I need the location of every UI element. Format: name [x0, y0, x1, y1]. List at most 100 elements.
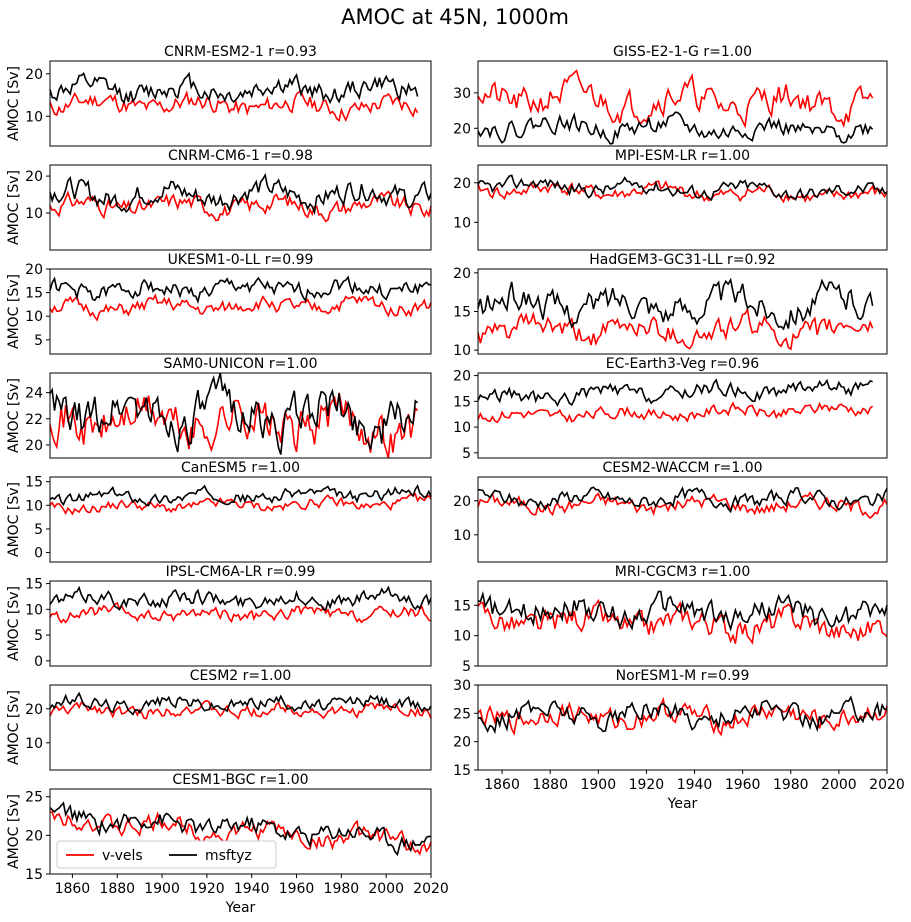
y-tick-label: 20	[25, 828, 43, 844]
axes-frame	[49, 372, 432, 459]
axes-frame	[49, 268, 432, 355]
y-tick-label: 5	[34, 522, 43, 538]
subplot-title: UKESM1-0-LL r=0.99	[168, 252, 314, 268]
x-tick-label: 1880	[99, 881, 135, 897]
y-tick-label: 10	[453, 629, 471, 645]
series-line-msftyz	[49, 801, 431, 857]
y-tick-label: 20	[453, 735, 471, 751]
subplot-title: CESM1-BGC r=1.00	[172, 772, 308, 788]
y-axis-label: AMOC [Sv]	[6, 170, 22, 245]
figure-title: AMOC at 45N, 1000m	[341, 5, 569, 29]
series-line-v-vels	[49, 190, 432, 223]
y-axis-label: AMOC [Sv]	[6, 66, 22, 141]
y-tick-label: 15	[25, 286, 43, 302]
y-axis-label: AMOC [Sv]	[6, 482, 22, 557]
subplot-title: IPSL-CM6A-LR r=0.99	[166, 564, 316, 580]
x-tick-label: 1900	[144, 881, 180, 897]
series-line-msftyz	[477, 277, 874, 331]
series-line-msftyz	[477, 590, 888, 632]
subplot-9: CESM2-WACCM r=1.00 10 20	[453, 460, 888, 563]
y-tick-label: 20	[453, 176, 471, 192]
series-line-msftyz	[477, 174, 888, 202]
series-line-v-vels	[49, 699, 432, 721]
x-tick-label: 1980	[773, 777, 809, 793]
y-tick-label: 10	[453, 528, 471, 544]
y-tick-label: 20	[25, 67, 43, 83]
y-tick-label: 20	[25, 169, 43, 185]
y-tick-label: 5	[462, 659, 471, 675]
subplot-title: GISS-E2-1-G r=1.00	[613, 44, 752, 60]
subplot-title: NorESM1-M r=0.99	[616, 668, 750, 684]
x-tick-label: 1940	[234, 881, 270, 897]
y-tick-label: 20	[25, 262, 43, 278]
y-tick-label: 15	[453, 394, 471, 410]
y-tick-label: 30	[453, 678, 471, 694]
subplot-title: MPI-ESM-LR r=1.00	[615, 148, 750, 164]
x-tick-label: 1940	[677, 777, 713, 793]
series-line-msftyz	[49, 372, 419, 455]
axes-frame	[49, 684, 432, 771]
y-axis-label: AMOC [Sv]	[6, 690, 22, 765]
axes-frame	[477, 476, 888, 563]
subplot-13: NorESM1-M r=0.99 15 20 25 30 1860 1880 1900 1920…	[453, 668, 905, 812]
series-line-v-vels	[477, 307, 874, 351]
y-tick-label: 15	[453, 763, 471, 779]
x-tick-label: 2020	[869, 777, 905, 793]
y-tick-label: 22	[25, 412, 43, 428]
y-axis-label: AMOC [Sv]	[6, 586, 22, 661]
y-tick-label: 20	[453, 494, 471, 510]
y-axis-label: AMOC [Sv]	[6, 274, 22, 349]
legend: v-vels msftyz	[56, 840, 277, 869]
subplot-title: HadGEM3-GC31-LL r=0.92	[589, 252, 775, 268]
x-axis-label: Year	[225, 900, 256, 916]
axes-frame	[477, 684, 888, 771]
series-line-msftyz	[49, 71, 419, 105]
x-tick-label: 1960	[279, 881, 315, 897]
series-line-v-vels	[477, 696, 888, 737]
series-line-msftyz	[49, 484, 432, 507]
y-tick-label: 10	[453, 343, 471, 359]
axes-frame	[49, 164, 432, 251]
y-tick-label: 15	[453, 305, 471, 321]
subplot-1: GISS-E2-1-G r=1.00 20 30	[453, 44, 888, 147]
x-tick-label: 2000	[821, 777, 857, 793]
y-tick-label: 10	[25, 206, 43, 222]
axes-frame	[49, 788, 432, 875]
series-line-v-vels	[49, 90, 419, 122]
axes-frame	[477, 372, 888, 459]
subplot-7: EC-Earth3-Veg r=0.96 5 10 15 20	[453, 356, 888, 462]
x-tick-label: 1880	[532, 777, 568, 793]
series-line-msftyz	[49, 172, 432, 216]
subplot-title: EC-Earth3-Veg r=0.96	[606, 356, 760, 372]
subplot-3: MPI-ESM-LR r=1.00 10 20	[453, 148, 888, 251]
x-tick-label: 1960	[725, 777, 761, 793]
y-tick-label: 5	[462, 446, 471, 462]
x-tick-label: 2020	[413, 881, 449, 897]
axes-frame	[477, 580, 888, 667]
axes-frame	[49, 476, 432, 563]
x-axis-label: Year	[667, 796, 698, 812]
series-line-v-vels	[477, 401, 874, 424]
x-tick-label: 1860	[484, 777, 520, 793]
subplot-title: MRI-CGCM3 r=1.00	[615, 564, 750, 580]
y-tick-label: 10	[25, 309, 43, 325]
y-tick-label: 15	[25, 867, 43, 883]
axes-frame	[477, 164, 888, 251]
y-axis-label: AMOC [Sv]	[6, 378, 22, 453]
subplot-title: CNRM-CM6-1 r=0.98	[168, 148, 313, 164]
legend-label: v-vels	[102, 848, 143, 864]
y-tick-label: 20	[25, 438, 43, 454]
series-line-msftyz	[477, 486, 888, 514]
subplot-title: CanESM5 r=1.00	[181, 460, 300, 476]
series-line-msftyz	[49, 275, 431, 305]
x-tick-label: 1920	[629, 777, 665, 793]
y-tick-label: 10	[25, 736, 43, 752]
y-tick-label: 15	[25, 475, 43, 491]
